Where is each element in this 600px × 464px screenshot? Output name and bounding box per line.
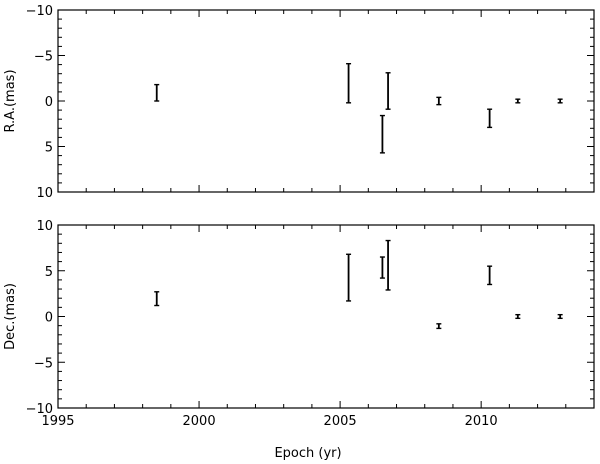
y-tick-label: −5 <box>34 50 53 65</box>
y-tick-label: −10 <box>26 4 53 19</box>
y-tick-label: 5 <box>45 141 53 156</box>
y-tick-label: 10 <box>36 186 53 201</box>
y-tick-label: 0 <box>45 95 53 110</box>
plot-frame <box>57 9 595 193</box>
x-tick-label: 2010 <box>465 414 498 429</box>
x-tick-label: 2000 <box>183 414 216 429</box>
y-tick-label: −10 <box>26 402 53 417</box>
ra-panel: −10 −5 0 5 10 R.A.(mas) <box>3 4 595 201</box>
y-axis-label: R.A.(mas) <box>3 69 18 132</box>
y-tick-label: 5 <box>45 265 53 280</box>
y-axis-label: Dec.(mas) <box>3 283 18 350</box>
y-tick-label: −5 <box>34 356 53 371</box>
dec-panel: 1995 2000 2005 2010 −10 −5 0 5 10 Dec.(mas) <box>3 219 595 429</box>
x-tick-label: 2005 <box>324 414 357 429</box>
x-axis-label: Epoch (yr) <box>274 446 341 461</box>
plot-frame <box>57 224 595 409</box>
y-tick-label: 0 <box>45 311 53 326</box>
y-tick-label: 10 <box>36 219 53 234</box>
x-tick-label: 1995 <box>41 414 74 429</box>
